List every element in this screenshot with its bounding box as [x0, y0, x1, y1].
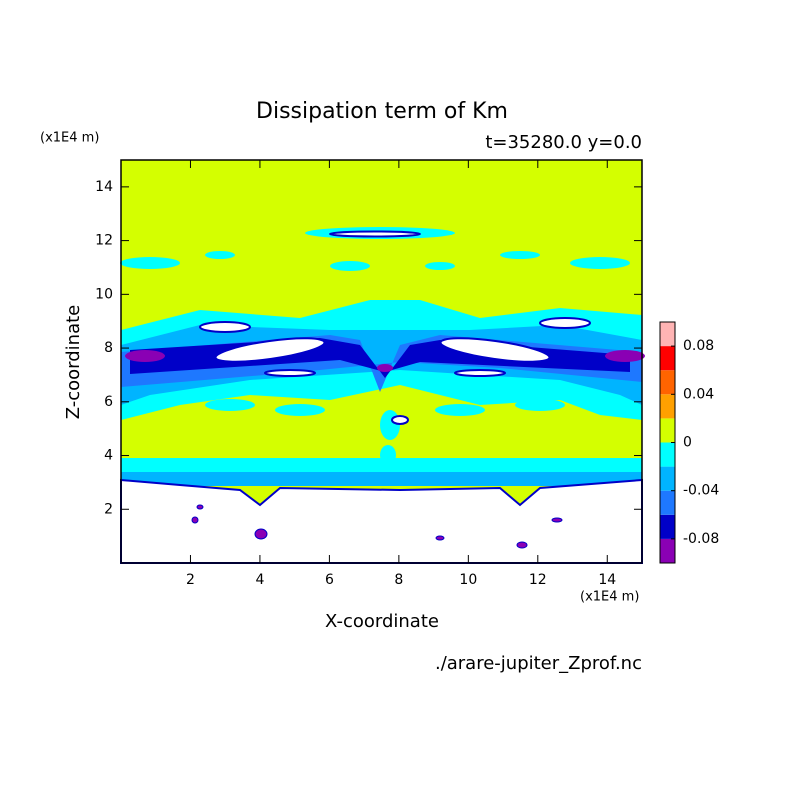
out-of-range-region	[454, 369, 506, 377]
source-file: ./arare-jupiter_Zprof.nc	[435, 653, 642, 674]
y-tick-label: 4	[104, 448, 113, 464]
contour-region	[377, 364, 393, 372]
contour-region	[516, 541, 528, 549]
contour-region	[120, 257, 180, 269]
y-tick-label: 10	[95, 286, 113, 302]
y-tick-label: 12	[95, 233, 113, 249]
x-tick-label: 8	[394, 572, 403, 588]
contour-region	[196, 504, 204, 510]
x-tick-label: 6	[325, 572, 334, 588]
colorbar-band	[660, 394, 675, 419]
y-unit: (x1E4 m)	[40, 131, 99, 146]
contour-region	[380, 410, 400, 440]
contour-region	[370, 306, 390, 314]
out-of-range-region	[539, 317, 591, 329]
out-of-range-region	[391, 415, 409, 425]
contour-region	[125, 350, 165, 362]
colorbar-band	[660, 466, 675, 491]
colorbar-tick-label: 0	[683, 435, 692, 451]
out-of-range-region	[199, 321, 251, 333]
contour-region	[205, 251, 235, 259]
colorbar-band	[660, 442, 675, 467]
plot-frame	[120, 159, 643, 564]
contour-region	[205, 399, 255, 411]
chart-subtitle: t=35280.0 y=0.0	[485, 132, 642, 153]
contour-region	[330, 261, 370, 271]
colorbar-band	[660, 538, 675, 563]
x-tick-label: 4	[255, 572, 264, 588]
out-of-range-region	[214, 337, 326, 363]
contour-region	[435, 404, 485, 416]
y-tick-label: 2	[104, 501, 113, 517]
y-tick-label: 6	[104, 394, 113, 410]
y-tick-label: 14	[95, 179, 113, 195]
out-of-range-region	[120, 478, 643, 564]
contour-region	[605, 350, 645, 362]
x-tick-label: 2	[186, 572, 195, 588]
contour-region	[191, 516, 199, 524]
contour-region	[275, 404, 325, 416]
contour-region	[435, 535, 445, 541]
colorbar-band	[660, 322, 675, 347]
y-tick-label: 8	[104, 340, 113, 356]
x-tick-label: 10	[459, 572, 477, 588]
colorbar-tick-label: 0.04	[683, 386, 714, 402]
colorbar-band	[660, 346, 675, 371]
contour-region	[254, 528, 268, 540]
colorbar-band	[660, 514, 675, 539]
contour-region	[570, 257, 630, 269]
x-tick-label: 14	[598, 572, 616, 588]
colorbar-tick-label: 0.08	[683, 338, 714, 354]
out-of-range-region	[329, 230, 421, 238]
out-of-range-region	[264, 369, 316, 377]
colorbar-band	[660, 490, 675, 515]
contour-region	[500, 251, 540, 259]
out-of-range-region	[439, 337, 551, 363]
contour-region	[121, 472, 642, 486]
contour-region	[515, 399, 565, 411]
contour-region	[551, 517, 563, 523]
y-axis-label: Z-coordinate	[63, 305, 84, 420]
colorbar-band	[660, 370, 675, 395]
colorbar-band	[660, 418, 675, 443]
x-tick-label: 12	[529, 572, 547, 588]
contour-region	[425, 262, 455, 270]
colorbar-tick-label: -0.08	[683, 531, 719, 547]
x-unit: (x1E4 m)	[580, 590, 639, 605]
chart-title: Dissipation term of Km	[256, 99, 508, 124]
colorbar-tick-label: -0.04	[683, 483, 719, 499]
x-axis-label: X-coordinate	[325, 611, 439, 632]
